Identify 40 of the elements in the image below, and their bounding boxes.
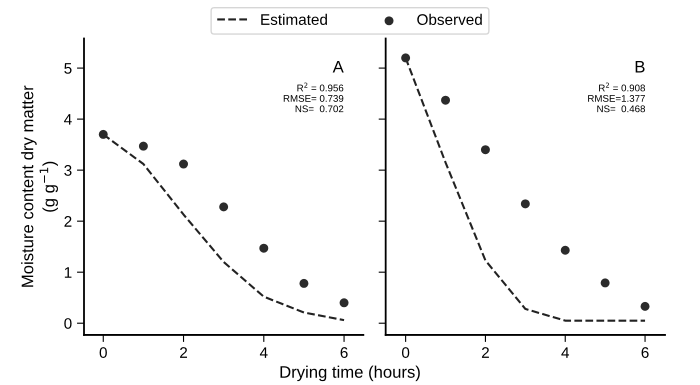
legend-label: Estimated [261, 14, 327, 25]
point [600, 278, 610, 288]
annotation: NS= 0.468 [597, 105, 646, 112]
point [98, 130, 108, 139]
point [340, 298, 349, 308]
annotation: B [636, 60, 645, 72]
point [219, 202, 228, 212]
y-tick-label: 2 [64, 216, 72, 227]
y-tick-label: 4 [64, 114, 72, 125]
x-tick-label: 2 [482, 347, 489, 358]
x-tick-label: 4 [260, 347, 268, 358]
y-tick-label: 3 [64, 165, 72, 176]
point [401, 53, 410, 62]
y-axis-title: Moisture content dry matter (g g$^{−1}$) [21, 86, 58, 287]
annotation: NS= 0.702 [296, 105, 344, 112]
point [259, 244, 268, 253]
x-axis-title: Drying time (hours) [280, 366, 420, 382]
annotation: A [332, 60, 344, 72]
point [640, 302, 650, 311]
point [520, 199, 530, 208]
y-tick-label: 0 [64, 318, 72, 329]
annotation: R$^{2}$ = 0.956 [297, 82, 344, 92]
point [441, 96, 450, 105]
annotation: RMSE= 0.739 [284, 95, 344, 102]
x-tick-label: 6 [642, 347, 649, 358]
y-tick-label: 5 [64, 63, 72, 74]
point [138, 142, 148, 151]
x-tick-label: 2 [180, 347, 188, 358]
point [560, 246, 570, 255]
annotation: R$^{2}$ = 0.908 [599, 82, 645, 92]
annotation: RMSE=1.377 [588, 95, 645, 102]
x-tick-label: 0 [402, 347, 410, 358]
legend-label: Observed [417, 14, 482, 25]
x-tick-label: 6 [340, 347, 348, 358]
point [480, 145, 490, 154]
point [179, 160, 188, 169]
x-tick-label: 0 [100, 347, 107, 358]
x-tick-label: 4 [561, 347, 570, 358]
point [299, 278, 308, 288]
y-tick-label: 1 [64, 267, 72, 278]
